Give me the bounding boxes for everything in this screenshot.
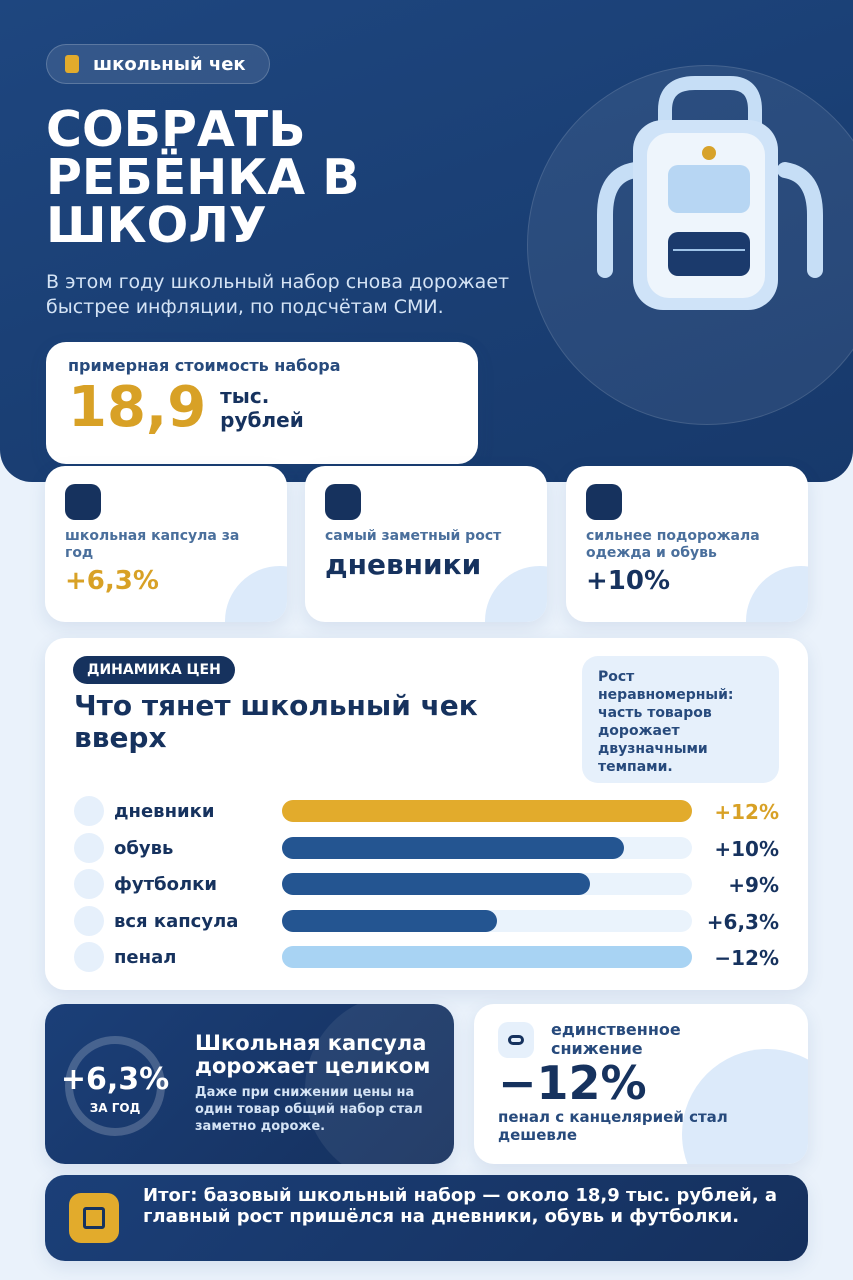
- chart-note: Рост неравномерный: часть товаров дорожа…: [582, 656, 779, 783]
- category-label: обувь: [114, 837, 174, 859]
- card-label: школьная капсула за год: [65, 528, 240, 561]
- card-icon: [325, 484, 361, 520]
- badge: школьный чек: [46, 44, 270, 84]
- value-label: +12%: [714, 800, 779, 824]
- capsule-card: +6,3% ЗА ГОД Школьная капсула дорожает ц…: [45, 1004, 454, 1164]
- category-label: вся капсула: [114, 910, 239, 932]
- category-label: пенал: [114, 947, 177, 968]
- backpack-icon: [597, 76, 823, 310]
- capsule-sub: ЗА ГОД: [89, 1101, 141, 1115]
- chart-title: Что тянет школьный чек вверх: [74, 689, 478, 754]
- value-label: +10%: [714, 836, 779, 861]
- row-icon: [74, 832, 104, 863]
- bar: [282, 873, 590, 895]
- decline-text: пенал с канцелярией стал дешевле: [498, 1108, 728, 1144]
- card-icon: [65, 484, 101, 520]
- card-blob: [485, 566, 547, 622]
- card-label: сильнее подорожала одежда и обувь: [586, 528, 760, 561]
- cost-card: примерная стоимость набора 18,9 тыс. руб…: [46, 342, 478, 464]
- row-icon: [74, 869, 104, 899]
- bar: [282, 836, 624, 859]
- cost-unit: тыс. рублей: [220, 383, 304, 432]
- row-icon: [74, 905, 104, 936]
- cost-value: 18,9: [68, 375, 207, 440]
- chart-card: ДИНАМИКА ЦЕН Что тянет школьный чек ввер…: [45, 638, 808, 990]
- row-icon: [74, 796, 104, 826]
- capsule-value: +6,3%: [60, 1062, 170, 1097]
- card-value: +6,3%: [65, 566, 159, 596]
- bar: [282, 946, 692, 968]
- cost-label: примерная стоимость набора: [68, 356, 341, 375]
- stat-card: самый заметный рост дневники: [305, 466, 547, 622]
- decline-card: единственное снижение −12% пенал с канце…: [474, 1004, 808, 1164]
- card-value: +10%: [586, 566, 671, 596]
- card-value: дневники: [325, 548, 482, 581]
- value-label: −12%: [714, 946, 779, 970]
- value-label: +9%: [728, 873, 779, 897]
- bar: [282, 800, 692, 822]
- value-label: +6,3%: [706, 909, 779, 934]
- summary-card: Итог: базовый школьный набор — около 18,…: [45, 1175, 808, 1261]
- badge-text: школьный чек: [93, 53, 246, 75]
- stat-card: школьная капсула за год +6,3%: [45, 466, 287, 622]
- category-label: дневники: [114, 801, 215, 822]
- chart-tag: ДИНАМИКА ЦЕН: [73, 656, 235, 684]
- card-icon: [586, 484, 622, 520]
- summary-text: Итог: базовый школьный набор — около 18,…: [143, 1185, 777, 1227]
- card-blob: [746, 566, 808, 622]
- decline-label: единственное снижение: [551, 1020, 681, 1058]
- capsule-title: Школьная капсула дорожает целиком: [195, 1031, 431, 1078]
- capsule-text: Даже при снижении цены на один товар общ…: [195, 1085, 423, 1134]
- title: СОБРАТЬ РЕБЁНКА В ШКОЛУ: [46, 101, 360, 254]
- subtitle: В этом году школьный набор снова дорожае…: [46, 271, 510, 318]
- bar: [282, 909, 498, 932]
- category-label: футболки: [114, 874, 217, 895]
- decline-value: −12%: [498, 1056, 647, 1110]
- row-icon: [74, 942, 104, 972]
- stat-card: сильнее подорожала одежда и обувь +10%: [566, 466, 808, 622]
- card-label: самый заметный рост: [325, 528, 502, 544]
- card-blob: [225, 566, 287, 622]
